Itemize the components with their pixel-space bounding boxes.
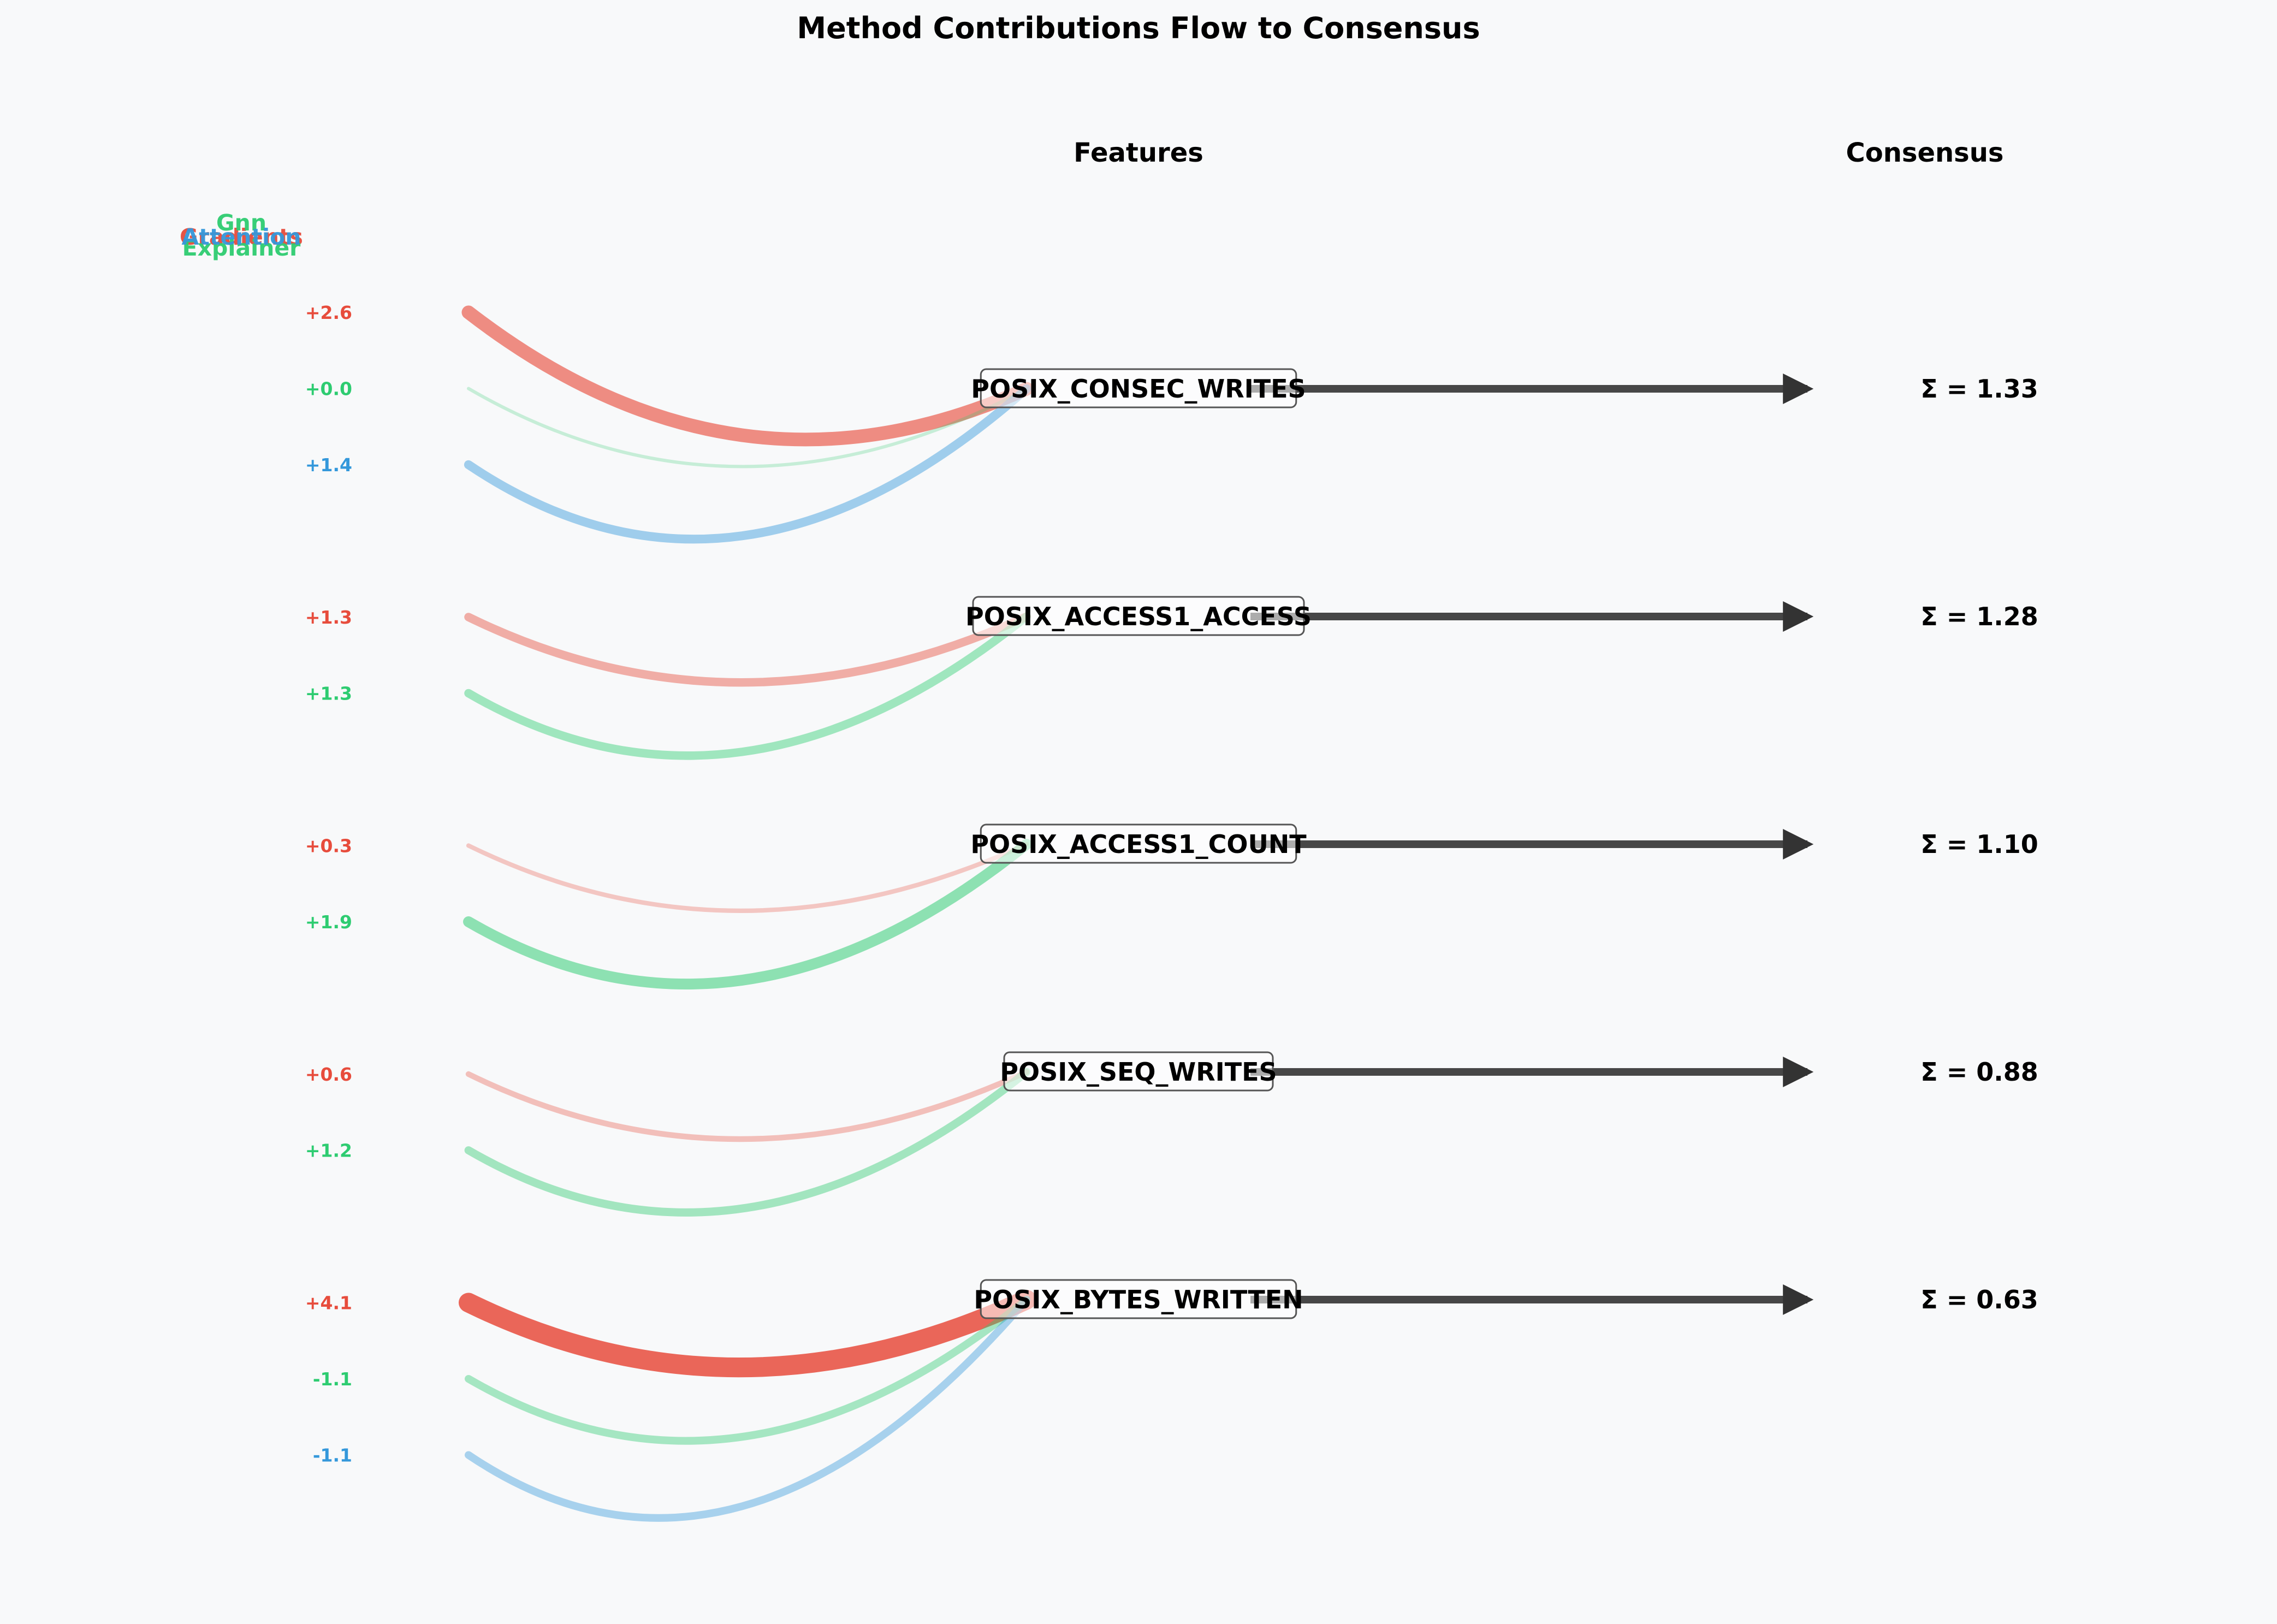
flow-curve-posix-bytes-written-gnn-explainer [464, 1295, 1031, 1445]
flow-curve-posix-consec-writes-gradients [461, 305, 1034, 447]
contribution-label-posix-consec-writes-gnn-explainer: +0.0 [305, 378, 352, 400]
contribution-label-posix-consec-writes-gradients: +2.6 [305, 302, 352, 323]
consensus-value-posix-consec-writes: Σ = 1.33 [1920, 374, 2038, 404]
feature-label-posix-seq-writes: POSIX_SEQ_WRITES [1000, 1057, 1277, 1087]
contribution-label-posix-bytes-written-gradients: +4.1 [305, 1293, 352, 1314]
consensus-value-posix-seq-writes: Σ = 0.88 [1920, 1057, 2038, 1087]
feature-box-posix-seq-writes [1003, 1051, 1274, 1092]
method-legend-gradients: Gradients [180, 224, 303, 250]
consensus-value-posix-access1-access: Σ = 1.28 [1920, 602, 2038, 631]
feature-box-posix-bytes-written [980, 1279, 1297, 1319]
consensus-value-posix-access1-count: Σ = 1.10 [1920, 829, 2038, 859]
contribution-label-posix-access1-access-gradients: +1.3 [305, 607, 352, 628]
flow-curve-posix-access1-access-gradients [464, 612, 1031, 687]
flow-curve-posix-seq-writes-gnn-explainer [464, 1068, 1031, 1217]
feature-box-posix-access1-count [980, 823, 1297, 864]
feature-rows: POSIX_CONSEC_WRITES Σ = 1.33 POSIX_ACCESS1… [965, 368, 2038, 1319]
contribution-label-posix-bytes-written-gnn-explainer: -1.1 [313, 1368, 352, 1390]
feature-label-posix-bytes-written: POSIX_BYTES_WRITTEN [974, 1285, 1303, 1314]
flow-curves: +2.6 +0.0 +1.4 +1.3 +1.3 +0.3 +1.9 +0.6 +1.2 +4.1… [305, 302, 1036, 1522]
flow-curve-posix-consec-writes-attention [464, 384, 1031, 544]
contribution-label-posix-access1-access-gnn-explainer: +1.3 [305, 683, 352, 704]
flow-curve-posix-access1-count-gradients [466, 841, 1029, 913]
feature-label-posix-access1-access: POSIX_ACCESS1_ACCESS [965, 602, 1312, 631]
contribution-label-posix-consec-writes-attention: +1.4 [305, 454, 352, 476]
contribution-label-posix-access1-count-gnn-explainer: +1.9 [305, 911, 352, 933]
contribution-label-posix-bytes-written-attention: -1.1 [313, 1445, 352, 1466]
flow-curve-posix-access1-access-gnn-explainer [464, 612, 1031, 760]
feature-box-posix-consec-writes [980, 368, 1297, 408]
contribution-label-posix-access1-count-gradients: +0.3 [305, 835, 352, 857]
features-column-header: Features [1074, 138, 1203, 168]
flow-curve-posix-seq-writes-gradients [465, 1069, 1030, 1142]
contribution-label-posix-seq-writes-gnn-explainer: +1.2 [305, 1140, 352, 1161]
chart-title: Method Contributions Flow to Consensus [797, 11, 1480, 45]
feature-label-posix-consec-writes: POSIX_CONSEC_WRITES [971, 374, 1306, 404]
contribution-label-posix-seq-writes-gradients: +0.6 [305, 1064, 352, 1085]
method-legend-attention: Attention [182, 224, 301, 250]
flow-curve-posix-bytes-written-gradients [459, 1290, 1036, 1378]
flow-curve-posix-bytes-written-attention [464, 1295, 1031, 1522]
flow-curve-posix-access1-count-gnn-explainer [463, 839, 1032, 990]
consensus-value-posix-bytes-written: Σ = 0.63 [1920, 1285, 2038, 1314]
flow-curve-posix-consec-writes-gnn-explainer [467, 387, 1028, 469]
feature-box-posix-access1-access [972, 596, 1305, 636]
feature-label-posix-access1-count: POSIX_ACCESS1_COUNT [970, 829, 1307, 859]
method-legend-gnn-explainer: Gnn Explainer [182, 210, 301, 261]
consensus-column-header: Consensus [1846, 138, 2004, 168]
